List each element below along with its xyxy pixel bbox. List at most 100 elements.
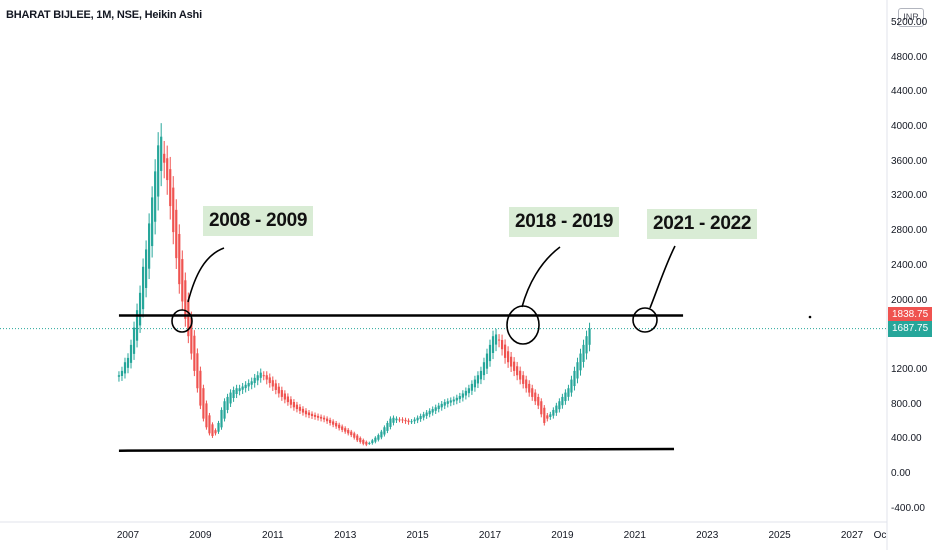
candle-body (347, 429, 350, 434)
candle-body (371, 440, 374, 444)
candle-body (510, 356, 513, 367)
candle-body (446, 401, 449, 404)
candle-body (341, 426, 344, 430)
candle-body (440, 403, 443, 408)
pointer-2018 (521, 246, 561, 308)
candle-body (202, 388, 205, 419)
candles-group (117, 123, 591, 447)
candle-body (540, 401, 543, 415)
candle-body (335, 423, 338, 427)
candle-body (196, 353, 199, 389)
candle-body (226, 396, 229, 410)
candle-body (401, 419, 404, 421)
candle-body (326, 418, 329, 422)
annotation-drawings (0, 245, 887, 452)
candle-body (485, 353, 489, 369)
x-tick-label: 2015 (406, 530, 429, 541)
candle-body (353, 433, 356, 438)
candle-body (482, 362, 486, 376)
candle-body (145, 249, 148, 288)
y-tick-label: 2000.00 (891, 294, 928, 306)
candle-body (428, 410, 431, 415)
y-tick-label: -400.00 (891, 502, 925, 514)
candle-body (211, 424, 214, 436)
annotation-label-2008-2009: 2008 - 2009 (203, 206, 314, 236)
candle-body (268, 377, 271, 384)
candle-body (232, 389, 235, 399)
candle-body (413, 419, 416, 422)
symbol-title[interactable]: BHARAT BIJLEE, 1M, NSE, Heikin Ashi (6, 9, 202, 21)
candle-body (473, 379, 477, 388)
candle-body (500, 340, 504, 350)
candle-body (138, 292, 142, 326)
candle-body (470, 383, 473, 391)
candle-body (368, 442, 371, 444)
candle-body (244, 384, 247, 389)
candle-body (307, 412, 311, 416)
candle-body (534, 392, 537, 402)
candle-body (148, 223, 151, 269)
y-tick-label: 5200.00 (891, 16, 928, 28)
candle-body (561, 396, 564, 406)
candle-body (365, 441, 368, 445)
candle-body (395, 418, 398, 421)
candle-body (452, 399, 455, 402)
candle-body (310, 413, 314, 417)
candle-body (564, 392, 567, 402)
candle-body (392, 417, 395, 423)
candle-body (461, 393, 464, 398)
candle-body (332, 421, 335, 425)
candle-body (220, 409, 223, 428)
candle-body (129, 344, 133, 363)
candle-body (585, 336, 588, 354)
candle-body (151, 197, 154, 247)
candle-body (582, 344, 585, 362)
candle-body (265, 375, 268, 380)
currency-badge[interactable]: INR (898, 8, 924, 27)
candle-body (464, 390, 467, 396)
candle-body (135, 310, 139, 341)
y-tick-label: 3200.00 (891, 190, 928, 202)
x-tick-label: 2027 (840, 530, 864, 541)
last-price-label: 1838.75 (888, 307, 932, 324)
y-tick-label: 4000.00 (891, 121, 928, 132)
candle-body (543, 407, 546, 423)
candle-body (178, 233, 181, 285)
x-tick-label: 2007 (116, 530, 140, 541)
pointer-2008 (187, 247, 225, 303)
candle-body (443, 402, 446, 406)
candle-body (567, 388, 570, 397)
candle-body (223, 401, 226, 419)
candle-body (488, 344, 492, 362)
candle-body (241, 386, 244, 390)
candle-body (455, 397, 458, 401)
y-tick-label: 800.00 (891, 398, 922, 410)
x-tick-label: 2011 (262, 530, 284, 541)
candle-body (229, 392, 232, 404)
candle-body (205, 403, 208, 428)
candle-body (350, 431, 353, 436)
circle-2008 (171, 309, 193, 333)
y-tick-label: 4400.00 (891, 86, 928, 98)
candle-body (431, 409, 434, 413)
x-tick-label: 2025 (768, 530, 791, 541)
candle-body (383, 427, 386, 435)
y-tick-label: 0.00 (891, 468, 911, 479)
candle-body (555, 405, 558, 413)
candle-body (377, 435, 380, 440)
candle-body (208, 415, 211, 434)
candle-body (422, 414, 425, 418)
candle-body (507, 351, 510, 363)
candle-body (425, 412, 428, 416)
candle-body (552, 409, 555, 416)
candle-body (528, 383, 531, 393)
candle-body (235, 388, 238, 394)
candle-body (573, 370, 576, 387)
candle-body (491, 336, 495, 353)
candle-body (374, 437, 377, 442)
candle-body (117, 375, 121, 377)
candle-body (380, 431, 383, 438)
candle-body (280, 390, 283, 397)
candle-body (187, 299, 190, 337)
